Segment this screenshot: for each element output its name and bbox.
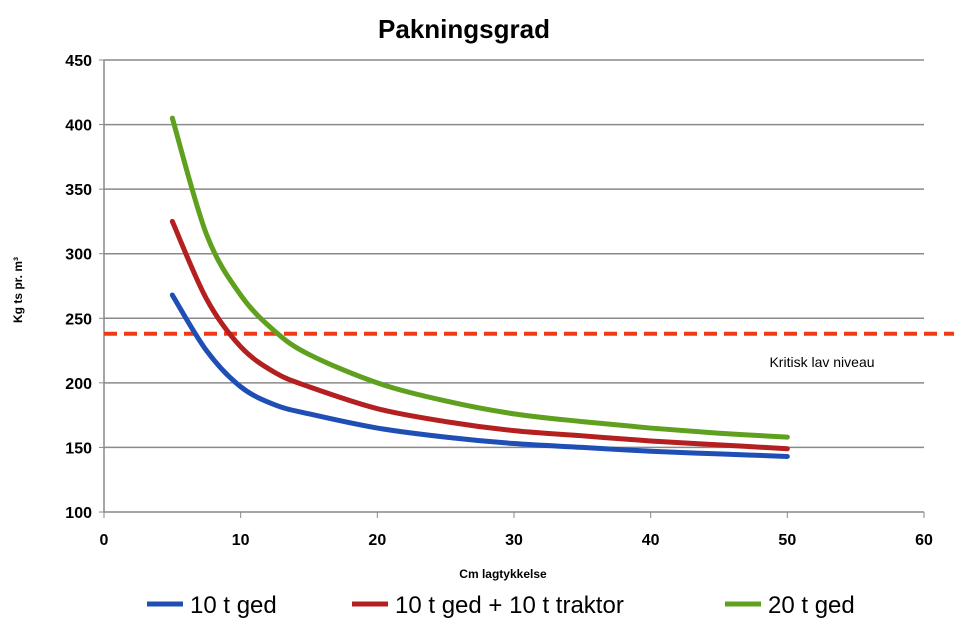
series-line-3 bbox=[169, 115, 790, 440]
x-tick-label: 40 bbox=[642, 532, 660, 549]
y-tick-label: 400 bbox=[65, 118, 92, 135]
reference-line-label: Kritisk lav niveau bbox=[769, 354, 874, 370]
y-tick-label: 100 bbox=[65, 505, 92, 522]
y-tick-label: 250 bbox=[65, 311, 92, 328]
y-tick-label: 350 bbox=[65, 182, 92, 199]
x-tick-label: 20 bbox=[368, 532, 386, 549]
y-tick-label: 450 bbox=[65, 53, 92, 70]
y-tick-label: 200 bbox=[65, 376, 92, 393]
x-tick-label: 10 bbox=[232, 532, 250, 549]
x-tick-label: 0 bbox=[100, 532, 109, 549]
x-tick-label: 30 bbox=[505, 532, 523, 549]
x-tick-label: 60 bbox=[915, 532, 933, 549]
y-tick-label: 300 bbox=[65, 247, 92, 264]
series-line-2 bbox=[169, 218, 790, 452]
y-tick-label: 150 bbox=[65, 440, 92, 457]
x-tick-label: 50 bbox=[778, 532, 796, 549]
legend: 10 t ged 10 t ged + 10 t traktor 20 t ge… bbox=[147, 592, 855, 619]
legend-label-2: 10 t ged + 10 t traktor bbox=[395, 592, 624, 619]
chart-title: Pakningsgrad bbox=[378, 14, 550, 44]
series-line-1 bbox=[169, 292, 790, 459]
y-axis-label: Kg ts pr. m³ bbox=[11, 257, 25, 323]
x-axis-label: Cm lagtykkelse bbox=[459, 567, 547, 581]
legend-label-1: 10 t ged bbox=[190, 592, 277, 619]
legend-label-3: 20 t ged bbox=[768, 592, 855, 619]
